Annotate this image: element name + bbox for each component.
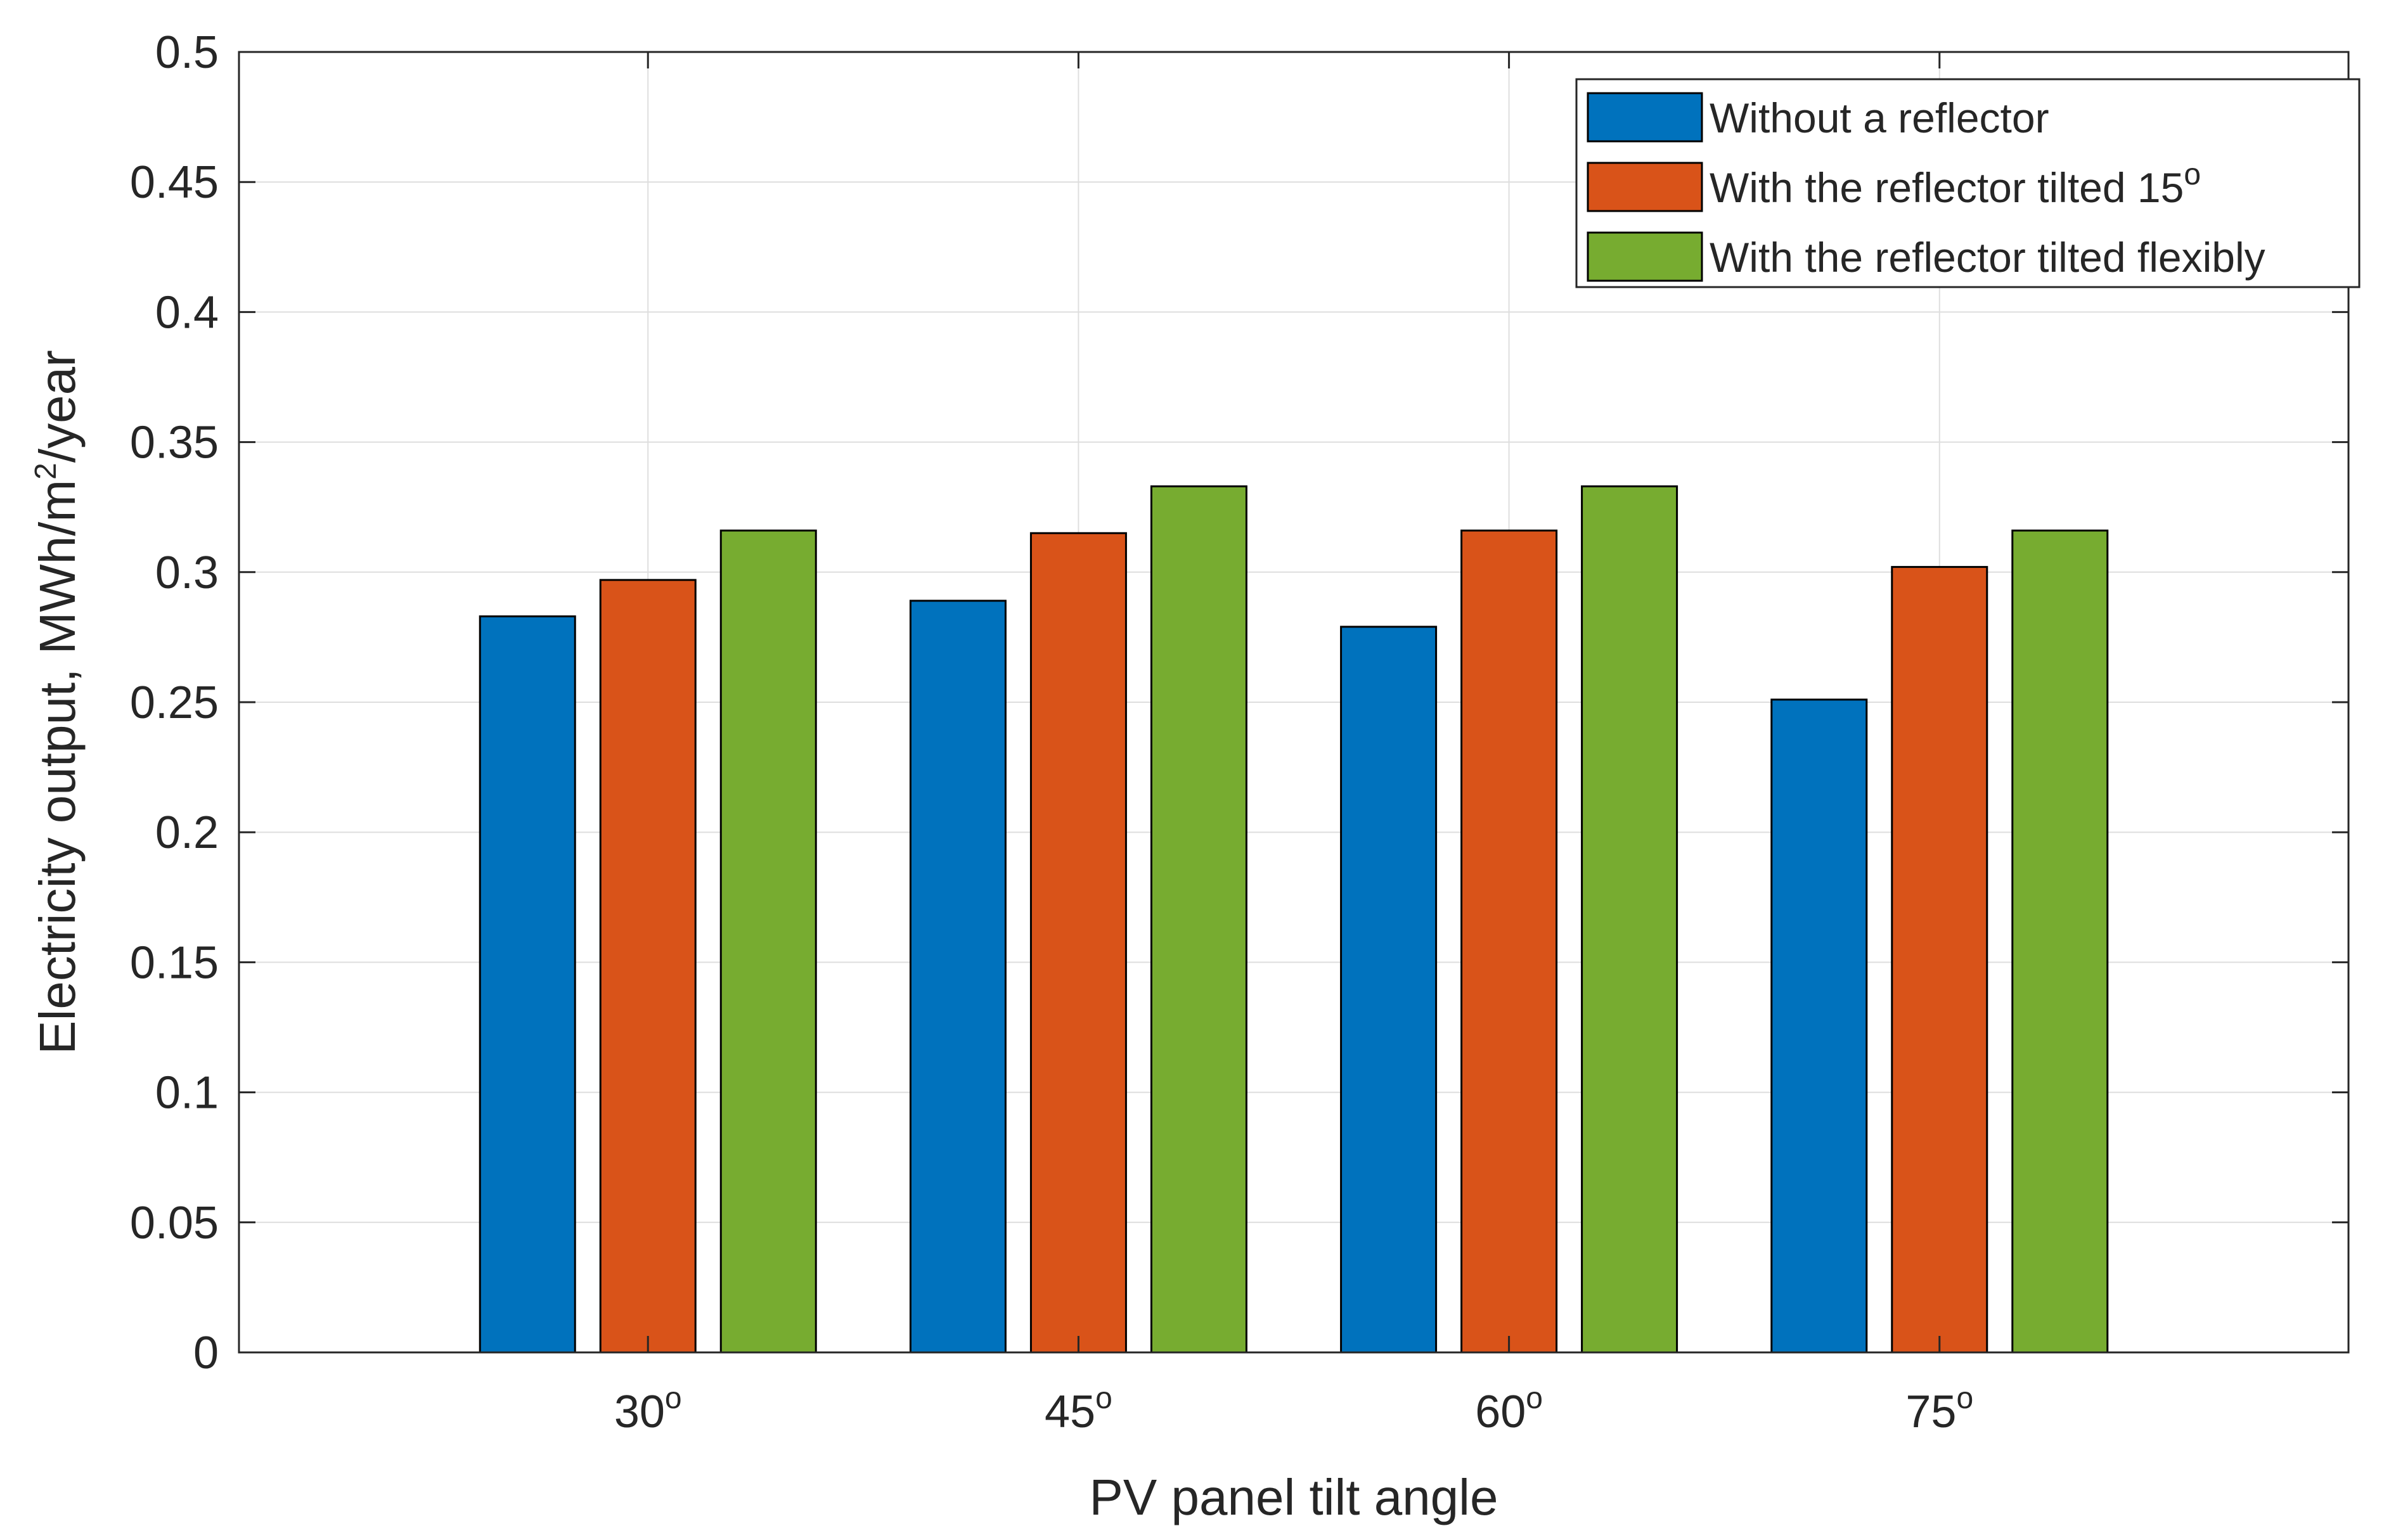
x-tick-label: 45o [1045,1382,1112,1437]
y-tick-label: 0.35 [130,418,219,468]
legend-swatch [1587,92,1703,143]
bar-1-45 [909,600,1007,1354]
y-axis-label: Electricity output, MWh/m2/year [29,350,86,1054]
legend-swatch [1587,162,1703,212]
legend-swatch [1587,231,1703,282]
bar-1-60 [1340,626,1438,1354]
y-tick-label: 0.3 [155,548,219,598]
bar-1-30 [479,615,576,1354]
bar-2-45 [1029,532,1127,1354]
legend-label: With the reflector tilted 15o [1710,158,2201,211]
x-tick-label: 75o [1905,1382,1973,1437]
bar-3-75 [2011,529,2109,1354]
legend: Without a reflector With the reflector ti… [1575,78,2361,288]
y-tick-label: 0.2 [155,807,219,858]
bar-2-60 [1460,529,1558,1354]
x-tick-label: 30o [614,1382,682,1437]
legend-box [1575,78,2361,288]
ticks: 0 0.05 0.1 0.15 0.2 0.25 0.3 0.35 0.4 0.45 0.5 30o 4… [130,27,2348,1437]
x-axis-label: PV panel tilt angle [1090,1469,1498,1525]
y-axis-label-suffix: /year [29,350,86,463]
bar-3-30 [719,529,817,1354]
bar-2-75 [1891,566,1988,1354]
bar-1-75 [1770,698,1868,1354]
y-tick-label: 0.4 [155,287,219,338]
bars [479,485,2109,1354]
y-tick-label: 0 [193,1328,219,1378]
bar-2-30 [599,579,697,1354]
bar-3-60 [1581,485,1678,1354]
y-tick-label: 0.5 [155,27,219,78]
y-tick-label: 0.45 [130,157,219,208]
bar-3-45 [1150,485,1247,1354]
y-axis-label-sup: 2 [29,463,63,480]
y-tick-label: 0.15 [130,937,219,988]
y-tick-label: 0.1 [155,1068,219,1119]
x-tick-label: 60o [1475,1382,1543,1437]
y-tick-label: 0.05 [130,1198,219,1248]
y-tick-label: 0.25 [130,677,219,728]
legend-label: Without a reflector [1710,94,2049,141]
legend-label: With the reflector tilted flexibly [1710,234,2265,281]
y-axis-label-main: Electricity output, MWh/m [29,480,86,1055]
